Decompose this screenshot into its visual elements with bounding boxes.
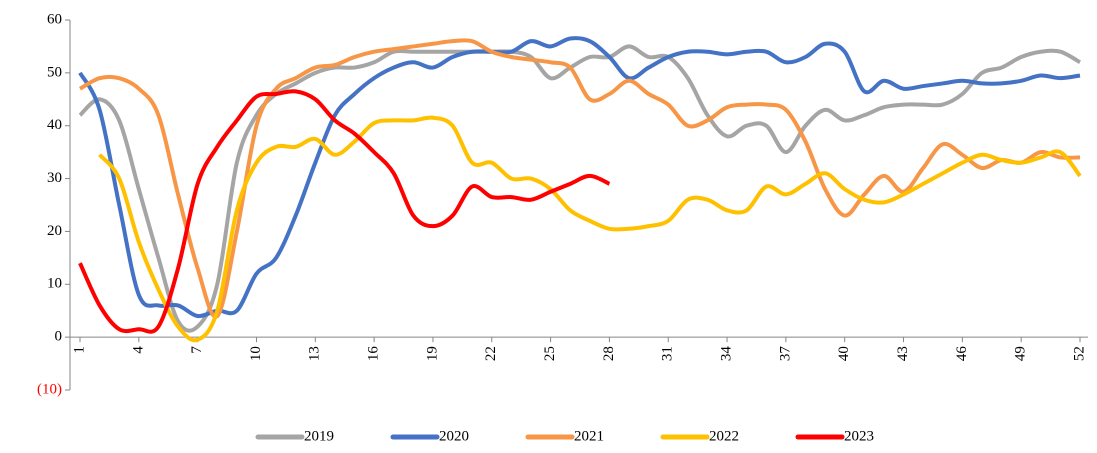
y-tick-label: 50 bbox=[47, 64, 62, 80]
legend-label: 2021 bbox=[574, 428, 604, 444]
legend-label: 2020 bbox=[439, 428, 469, 444]
x-tick-label: 31 bbox=[660, 346, 676, 361]
x-tick-label: 10 bbox=[248, 346, 264, 361]
x-tick-label: 46 bbox=[954, 346, 970, 362]
series-line bbox=[78, 38, 1081, 319]
x-tick-label: 52 bbox=[1071, 346, 1087, 361]
x-tick-label: 37 bbox=[777, 346, 793, 362]
y-tick-label: 0 bbox=[55, 329, 63, 345]
x-tick-label: 28 bbox=[601, 346, 617, 361]
x-tick-label: 13 bbox=[307, 346, 323, 361]
y-tick-label: 20 bbox=[47, 223, 62, 239]
legend-label: 2023 bbox=[844, 428, 874, 444]
x-tick-label: 40 bbox=[836, 346, 852, 361]
x-tick-label: 43 bbox=[895, 346, 911, 361]
legend-label: 2022 bbox=[709, 428, 739, 444]
x-tick-label: 4 bbox=[130, 346, 146, 354]
legend-label: 2019 bbox=[304, 428, 334, 444]
x-tick-label: 49 bbox=[1013, 346, 1029, 361]
y-tick-label: 10 bbox=[47, 276, 62, 292]
y-tick-label: (10) bbox=[37, 381, 62, 397]
series-line bbox=[98, 115, 1082, 343]
series-line bbox=[78, 44, 1082, 333]
x-tick-label: 22 bbox=[483, 346, 499, 361]
series-line bbox=[78, 89, 611, 334]
x-tick-label: 34 bbox=[718, 346, 734, 362]
x-tick-label: 25 bbox=[542, 346, 558, 361]
x-tick-label: 19 bbox=[424, 346, 440, 361]
y-tick-label: 60 bbox=[47, 11, 62, 27]
x-tick-label: 1 bbox=[71, 346, 87, 354]
series-line bbox=[78, 36, 1081, 319]
y-tick-label: 40 bbox=[47, 117, 62, 133]
y-tick-label: 30 bbox=[47, 170, 62, 186]
x-tick-label: 16 bbox=[366, 346, 382, 362]
x-tick-label: 7 bbox=[189, 346, 205, 354]
